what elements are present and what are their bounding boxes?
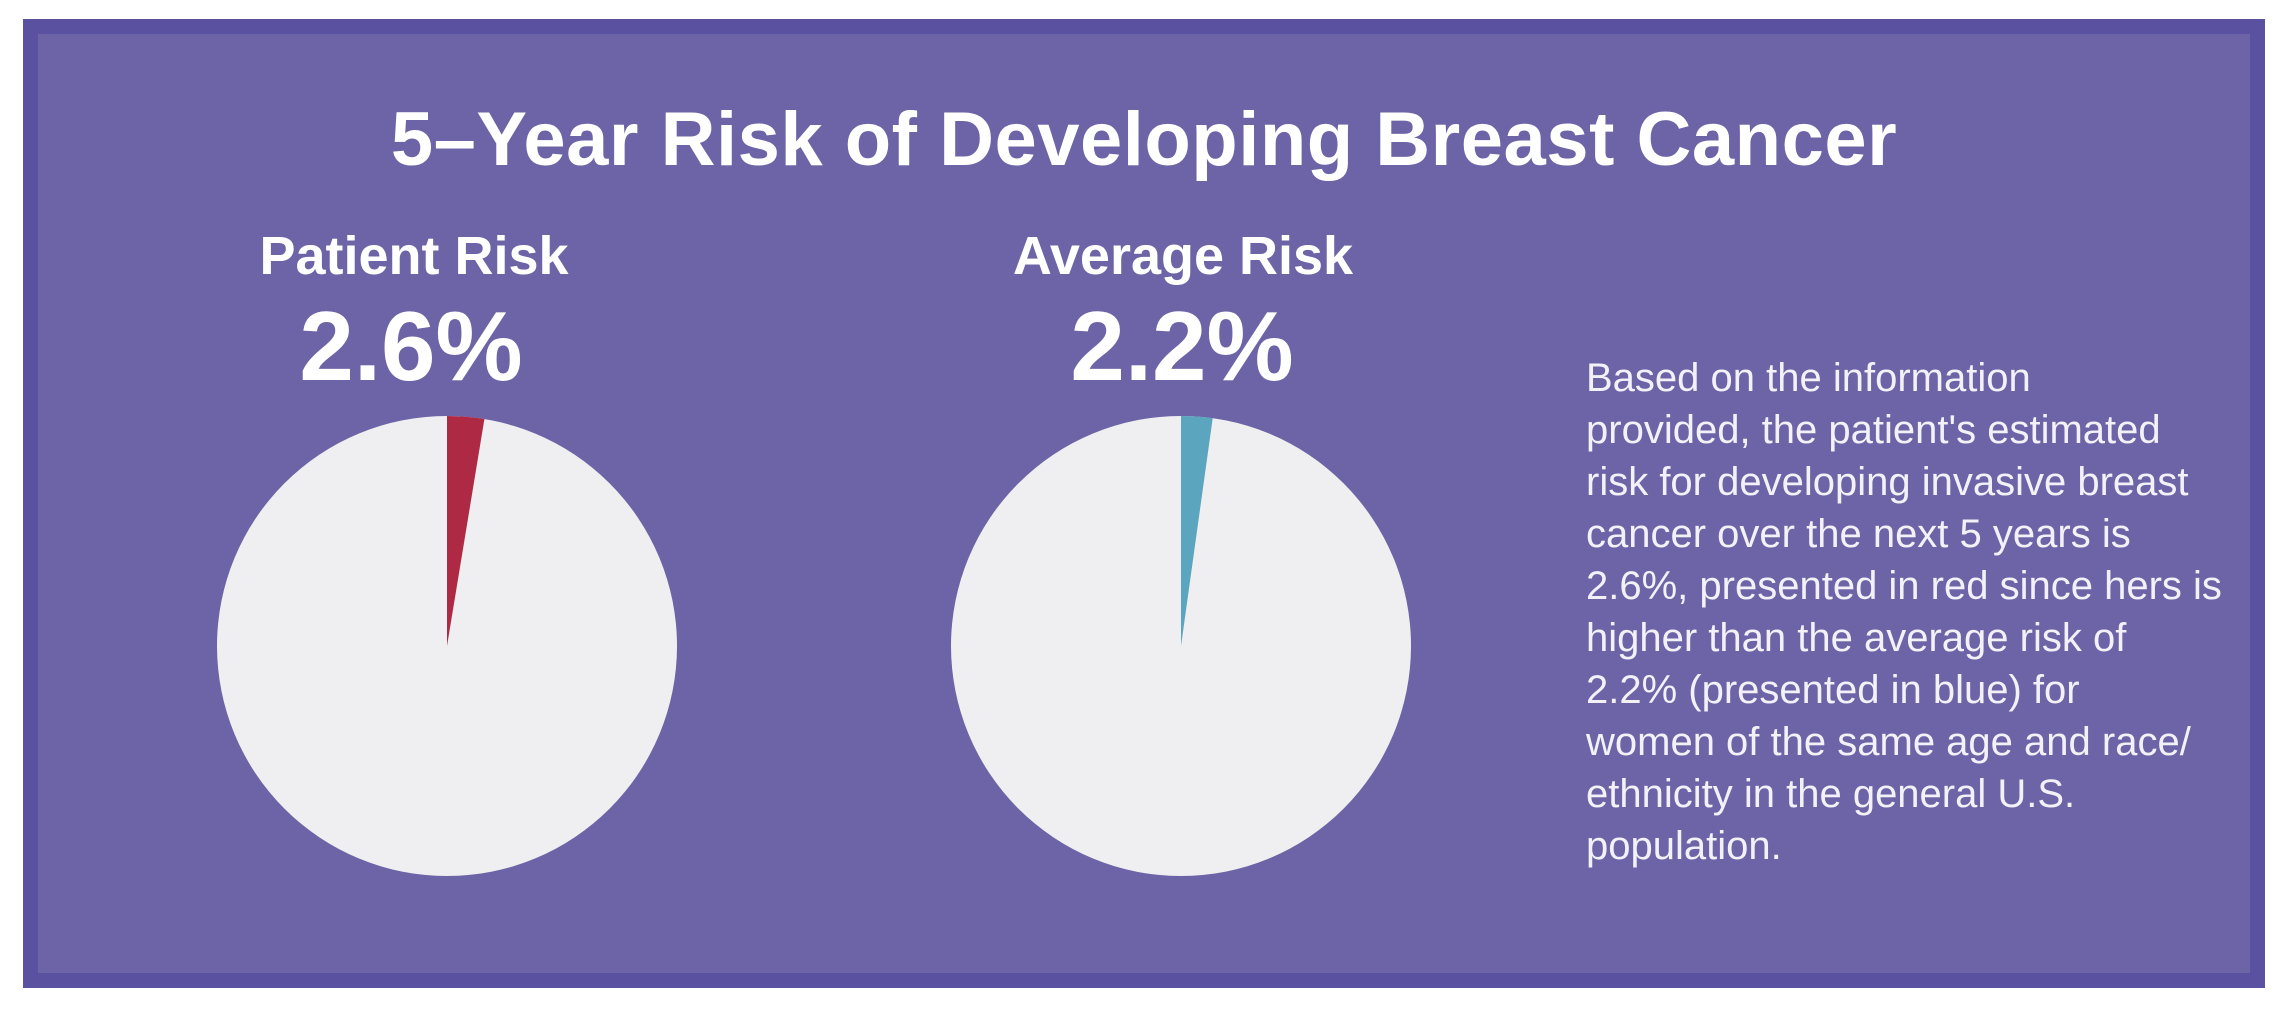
patient-risk-slice: [447, 416, 485, 646]
patient-risk-pie-chart: [217, 416, 677, 876]
risk-explanation-text: Based on the information provided, the p…: [1586, 356, 2222, 868]
average-risk-value: 2.2%: [1070, 291, 1294, 401]
infographic-card: 5–Year Risk of Developing Breast Cancer …: [23, 19, 2265, 988]
patient-risk-label: Patient Risk: [259, 226, 569, 286]
page-title: 5–Year Risk of Developing Breast Cancer: [390, 97, 1898, 182]
average-risk-slice: [1181, 416, 1213, 646]
average-risk-pie-chart: [951, 416, 1411, 876]
patient-risk-value: 2.6%: [299, 291, 523, 401]
average-risk-label: Average Risk: [1012, 226, 1354, 286]
